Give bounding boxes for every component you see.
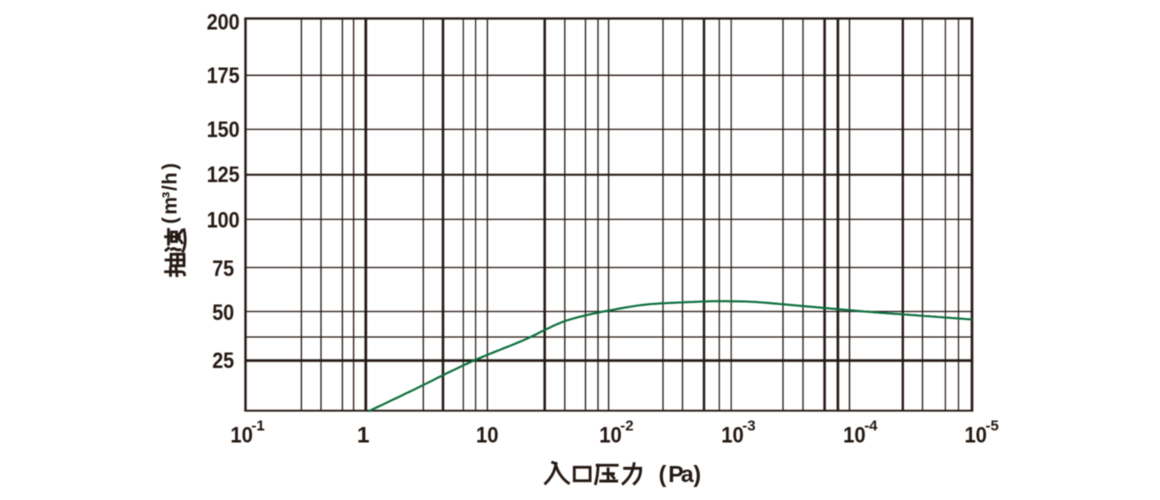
svg-text:m: m [160,197,182,215]
svg-text:(: ( [160,217,182,224]
svg-text:h: h [160,172,182,184]
svg-text:10: 10 [476,422,499,447]
svg-text:(: ( [659,461,667,487]
svg-text:a: a [681,461,694,487]
svg-text:75: 75 [212,256,234,281]
svg-text:150: 150 [207,117,240,142]
svg-text:1: 1 [357,422,370,447]
svg-text:-3: -3 [742,417,755,434]
svg-text:10: 10 [230,422,253,447]
svg-text:200: 200 [207,10,240,35]
svg-text:25: 25 [212,348,234,373]
svg-text:10: 10 [599,422,622,447]
svg-text:-1: -1 [251,417,264,434]
svg-text:10: 10 [721,422,744,447]
svg-text:175: 175 [207,63,240,88]
svg-text:50: 50 [212,300,234,325]
svg-text:-5: -5 [986,417,999,434]
svg-text:10: 10 [964,422,987,447]
svg-text:100: 100 [207,207,240,232]
svg-text:/: / [160,185,182,191]
svg-text:10: 10 [843,422,866,447]
svg-text:125: 125 [207,162,240,187]
svg-text:P: P [668,461,683,487]
svg-text:): ) [160,163,182,170]
svg-text:-4: -4 [864,417,878,434]
svg-text:): ) [693,461,701,487]
svg-text:-2: -2 [620,417,633,434]
svg-text:³: ³ [160,191,182,198]
